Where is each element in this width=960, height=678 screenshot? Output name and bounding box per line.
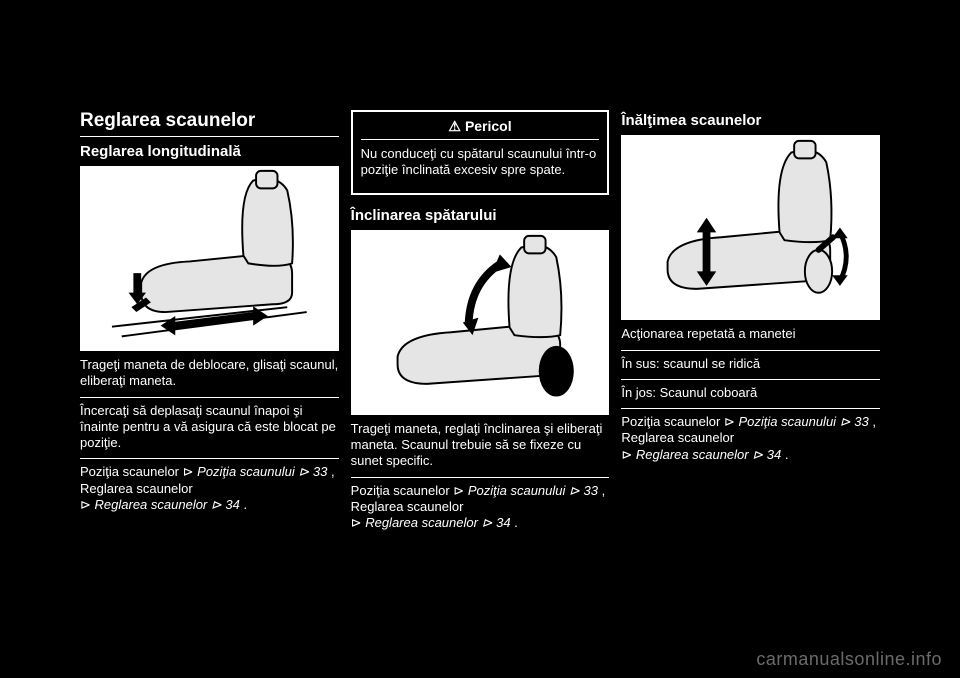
- page-arrow-icon: ⊳: [482, 515, 493, 530]
- period: .: [240, 497, 247, 512]
- subsection-heading: Înălţimea scaunelor: [621, 112, 880, 129]
- rule: [80, 397, 339, 398]
- ref-italic: Reglarea scaunelor: [365, 515, 478, 530]
- ref-lead: Poziţia scaunelor: [621, 414, 724, 429]
- page-arrow-icon: ⊳: [752, 447, 763, 462]
- ref-lead: Poziţia scaunelor: [80, 464, 183, 479]
- figure-longitudinal-adjust: [80, 166, 339, 351]
- warning-triangle-icon: ⚠: [448, 118, 461, 134]
- danger-body: Nu conduceţi cu spătarul scaunului într-…: [361, 146, 600, 179]
- paragraph: În sus: scaunul se ridică: [621, 356, 880, 372]
- ref-italic: Poziţia scaunului: [739, 414, 837, 429]
- ref-page: 34: [767, 447, 781, 462]
- ref-italic: Reglarea scaunelor: [95, 497, 208, 512]
- rule: [80, 458, 339, 459]
- danger-title: ⚠Pericol: [361, 118, 600, 140]
- paragraph: Trageţi maneta de deblocare, glisaţi sca…: [80, 357, 339, 390]
- page-arrow-icon: ⊳: [298, 464, 309, 479]
- subsection-heading: Înclinarea spătarului: [351, 207, 610, 224]
- period: .: [511, 515, 518, 530]
- seat-diagram-icon: [621, 135, 880, 320]
- ref-page: 33: [313, 464, 327, 479]
- cross-reference: Poziţia scaunelor ⊳ Poziţia scaunului ⊳ …: [351, 483, 610, 532]
- subsection-heading: Reglarea longitudinală: [80, 143, 339, 160]
- rule: [621, 408, 880, 409]
- ref-page: 33: [584, 483, 598, 498]
- ref-italic: Reglarea scaunelor: [636, 447, 749, 462]
- seat-diagram-icon: [80, 166, 339, 351]
- link-arrow-icon: ⊳: [351, 515, 362, 530]
- danger-label: Pericol: [465, 118, 512, 134]
- watermark-text: carmanualsonline.info: [756, 649, 942, 670]
- manual-page: Reglarea scaunelor Reglarea longitudinal…: [80, 110, 880, 535]
- rule: [351, 477, 610, 478]
- rule: [621, 379, 880, 380]
- ref-page: 34: [496, 515, 510, 530]
- cross-reference: Poziţia scaunelor ⊳ Poziţia scaunului ⊳ …: [621, 414, 880, 463]
- page-arrow-icon: ⊳: [840, 414, 851, 429]
- figure-backrest-tilt: [351, 230, 610, 415]
- link-arrow-icon: ⊳: [621, 447, 632, 462]
- column-2: ⚠Pericol Nu conduceţi cu spătarul scaunu…: [351, 110, 610, 535]
- page-arrow-icon: ⊳: [211, 497, 222, 512]
- column-1: Reglarea scaunelor Reglarea longitudinal…: [80, 110, 339, 535]
- seat-diagram-icon: [351, 230, 610, 415]
- ref-italic: Poziţia scaunului: [468, 483, 566, 498]
- link-arrow-icon: ⊳: [724, 414, 735, 429]
- figure-seat-height: [621, 135, 880, 320]
- link-arrow-icon: ⊳: [80, 497, 91, 512]
- ref-page: 33: [854, 414, 868, 429]
- ref-italic: Poziţia scaunului: [197, 464, 295, 479]
- link-arrow-icon: ⊳: [183, 464, 194, 479]
- column-3: Înălţimea scaunelor Acţionarea repe: [621, 110, 880, 535]
- page-arrow-icon: ⊳: [569, 483, 580, 498]
- cross-reference: Poziţia scaunelor ⊳ Poziţia scaunului ⊳ …: [80, 464, 339, 513]
- section-heading: Reglarea scaunelor: [80, 110, 339, 132]
- ref-page: 34: [225, 497, 239, 512]
- rule: [621, 350, 880, 351]
- paragraph: Încercaţi să deplasaţi scaunul înapoi şi…: [80, 403, 339, 452]
- paragraph: În jos: Scaunul coboară: [621, 385, 880, 401]
- danger-callout: ⚠Pericol Nu conduceţi cu spătarul scaunu…: [351, 110, 610, 195]
- rule: [80, 136, 339, 137]
- link-arrow-icon: ⊳: [453, 483, 464, 498]
- period: .: [781, 447, 788, 462]
- paragraph: Acţionarea repetată a manetei: [621, 326, 880, 342]
- paragraph: Trageţi maneta, reglaţi înclinarea şi el…: [351, 421, 610, 470]
- ref-lead: Poziţia scaunelor: [351, 483, 454, 498]
